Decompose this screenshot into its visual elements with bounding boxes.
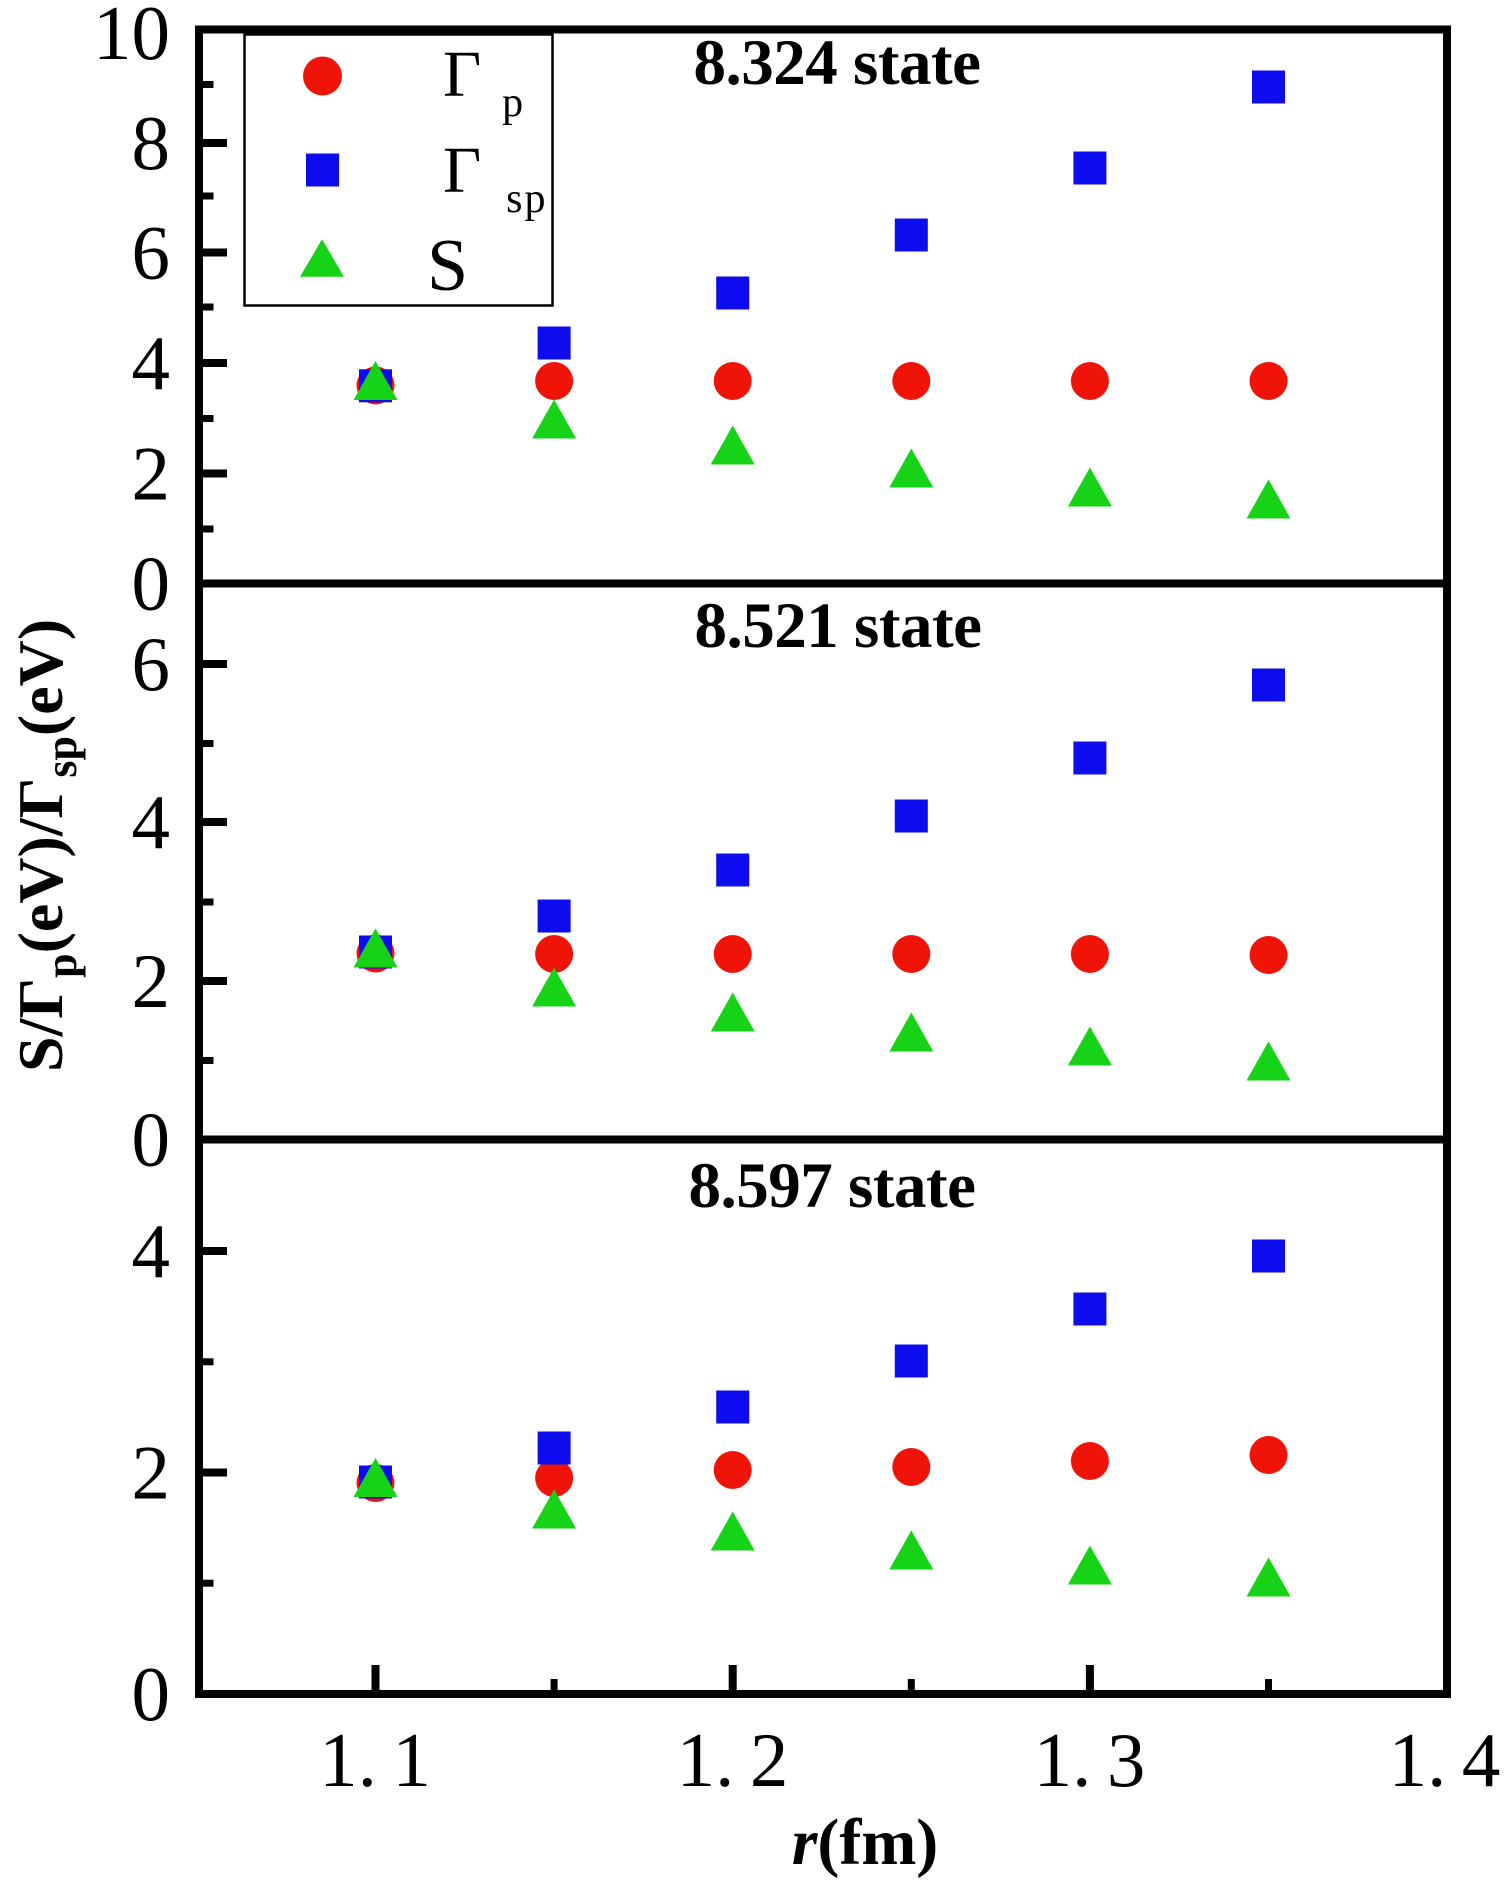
svg-text:2: 2 (132, 1430, 171, 1516)
svg-text:6: 6 (132, 210, 171, 296)
svg-text:S: S (427, 225, 468, 307)
svg-text:8: 8 (132, 100, 171, 186)
svg-text:0: 0 (132, 1651, 171, 1737)
svg-text:2: 2 (132, 431, 171, 517)
svg-text:4: 4 (132, 1208, 171, 1294)
svg-text:4: 4 (132, 779, 171, 865)
svg-text:S/Γp(eV)/Γsp(eV): S/Γp(eV)/Γsp(eV) (5, 619, 86, 1072)
svg-text:1. 1: 1. 1 (319, 1717, 431, 1803)
svg-text:8.521 state: 8.521 state (695, 590, 982, 662)
svg-text:8.597 state: 8.597 state (689, 1150, 976, 1222)
svg-text:0: 0 (132, 1097, 171, 1183)
svg-text:8.324 state: 8.324 state (694, 27, 981, 99)
svg-text:1. 4: 1. 4 (1389, 1717, 1501, 1803)
svg-text:10: 10 (93, 0, 170, 76)
svg-text:1. 2: 1. 2 (677, 1717, 789, 1803)
svg-text:2: 2 (132, 938, 171, 1024)
svg-text:r(fm): r(fm) (792, 1806, 939, 1879)
svg-text:0: 0 (132, 541, 171, 627)
svg-text:6: 6 (132, 621, 171, 707)
svg-text:1. 3: 1. 3 (1034, 1717, 1146, 1803)
svg-text:4: 4 (132, 320, 171, 406)
